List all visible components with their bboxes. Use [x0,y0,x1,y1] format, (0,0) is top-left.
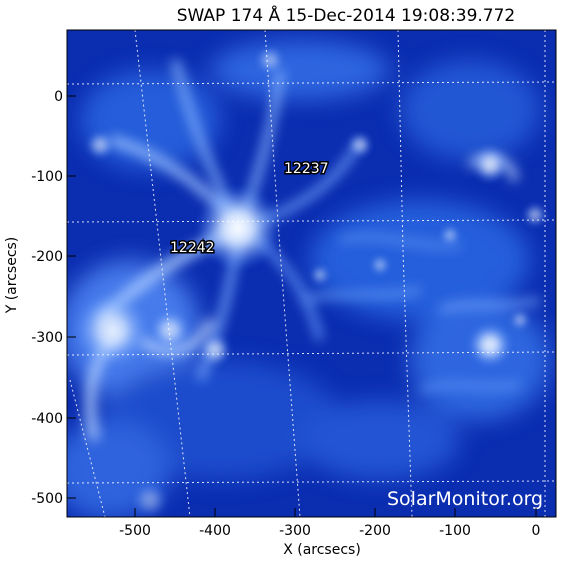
y-axis-title: Y (arcsecs) [4,237,20,315]
y-tick-label: -300 [31,330,63,346]
y-tick-label: -200 [31,249,63,265]
y-axis [67,95,76,499]
x-tick-label: -100 [439,523,471,539]
y-tick-label: -100 [31,169,63,185]
coordinate-grid [67,30,556,517]
x-tick-label: -300 [279,523,311,539]
watermark: SolarMonitor.org [387,488,543,510]
x-axis-title: X (arcsecs) [283,542,361,558]
y-tick-label: -400 [31,411,63,427]
x-tick-label: -500 [119,523,151,539]
x-tick-label: -200 [359,523,391,539]
x-tick-label: 0 [532,523,541,539]
x-axis [134,508,537,517]
y-tick-label: 0 [54,89,63,105]
region-label-12242: 12242 [170,240,215,256]
x-tick-label: -400 [199,523,231,539]
image-title: SWAP 174 Å 15-Dec-2014 19:08:39.772 [177,4,516,26]
region-label-12237: 12237 [284,161,329,177]
solar-corona-image [67,30,556,517]
plot-frame [66,29,557,518]
y-tick-label: -500 [31,491,63,507]
